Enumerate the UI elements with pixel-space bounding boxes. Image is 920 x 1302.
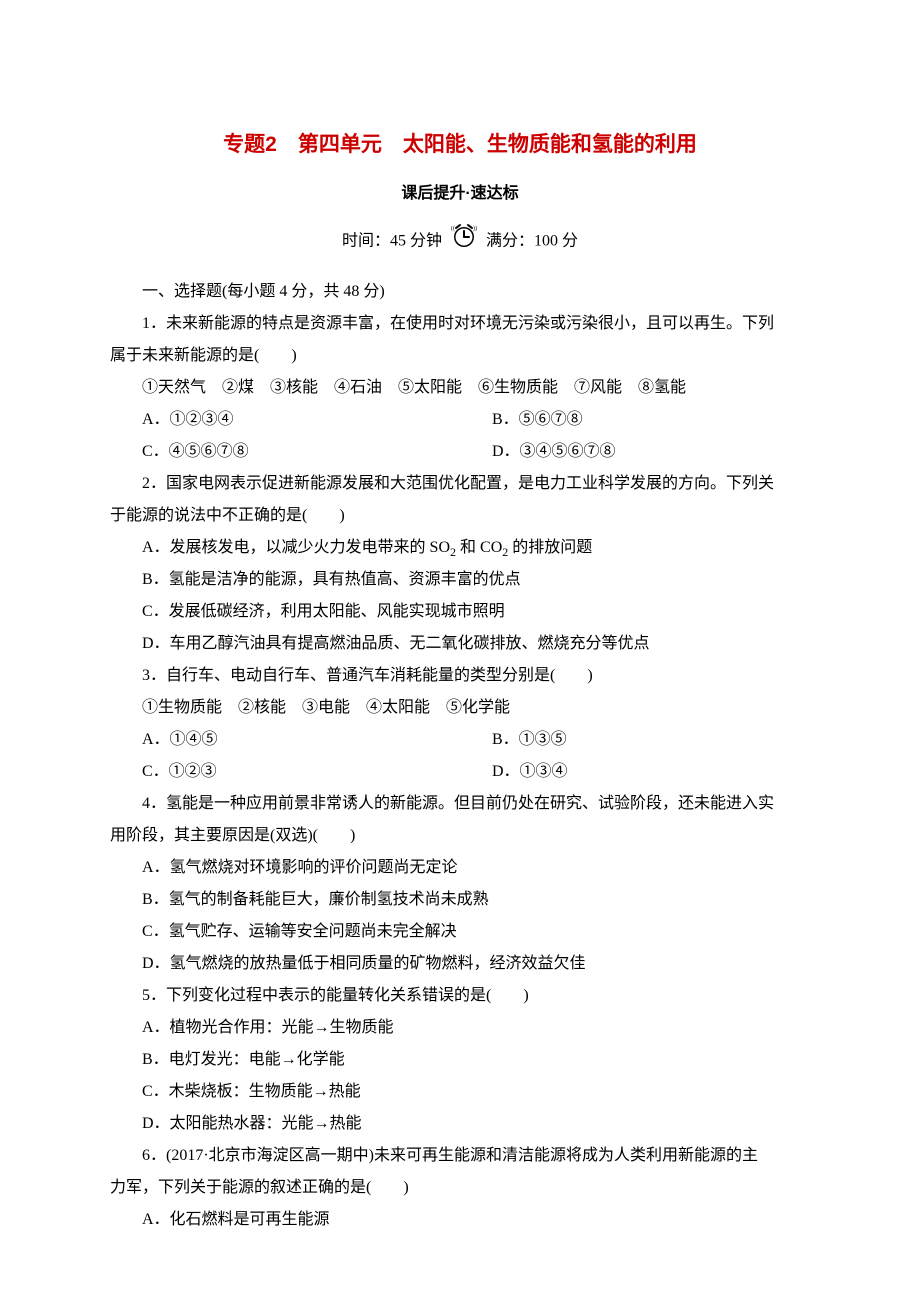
- question-stem: 4．氢能是一种应用前景非常诱人的新能源。但目前仍处在研究、试验阶段，还未能进入实: [110, 788, 810, 820]
- question-stem-continuation: 力军，下列关于能源的叙述正确的是( ): [110, 1172, 810, 1204]
- option-a: A．①②③④: [110, 404, 460, 436]
- question-stem-continuation: 属于未来新能源的是( ): [110, 340, 810, 372]
- question-stem-continuation: 于能源的说法中不正确的是( ): [110, 500, 810, 532]
- question-stem: 5．下列变化过程中表示的能量转化关系错误的是( ): [110, 980, 810, 1012]
- option-a: A．发展核发电，以减少火力发电带来的 SO2 和 CO2 的排放问题: [110, 532, 810, 564]
- options-row: C．④⑤⑥⑦⑧ D．③④⑤⑥⑦⑧: [110, 436, 810, 468]
- option-d: D．车用乙醇汽油具有提高燃油品质、无二氧化碳排放、燃烧充分等优点: [110, 628, 810, 660]
- option-text-pre: A．发展核发电，以减少火力发电带来的 SO: [142, 539, 450, 556]
- option-d: D．①③④: [460, 756, 810, 788]
- option-text-post: 的排放问题: [508, 539, 592, 556]
- option-c: C．①②③: [110, 756, 460, 788]
- option-c: C．发展低碳经济，利用太阳能、风能实现城市照明: [110, 596, 810, 628]
- page-subtitle: 课后提升·速达标: [110, 178, 810, 210]
- option-d: D．太阳能热水器：光能→热能: [110, 1108, 810, 1140]
- option-a: A．①④⑤: [110, 724, 460, 756]
- question-items: ①生物质能 ②核能 ③电能 ④太阳能 ⑤化学能: [110, 692, 810, 724]
- option-c: C．木柴烧板：生物质能→热能: [110, 1076, 810, 1108]
- option-a: A．化石燃料是可再生能源: [110, 1204, 810, 1236]
- option-c: C．氢气贮存、运输等安全问题尚未完全解决: [110, 916, 810, 948]
- option-b: B．氢气的制备耗能巨大，廉价制氢技术尚未成熟: [110, 884, 810, 916]
- document-page: 专题2 第四单元 太阳能、生物质能和氢能的利用 课后提升·速达标 时间：45 分…: [0, 0, 920, 1302]
- option-b: B．电灯发光：电能→化学能: [110, 1044, 810, 1076]
- options-row: A．①④⑤ B．①③⑤: [110, 724, 810, 756]
- option-c: C．④⑤⑥⑦⑧: [110, 436, 460, 468]
- question-stem: 6．(2017·北京市海淀区高一期中)未来可再生能源和清洁能源将成为人类利用新能…: [110, 1140, 810, 1172]
- svg-text:)): )): [473, 225, 477, 232]
- options-row: A．①②③④ B．⑤⑥⑦⑧: [110, 404, 810, 436]
- score-label: 满分：100 分: [486, 233, 578, 250]
- option-d: D．氢气燃烧的放热量低于相同质量的矿物燃料，经济效益欠佳: [110, 948, 810, 980]
- option-b: B．氢能是洁净的能源，具有热值高、资源丰富的优点: [110, 564, 810, 596]
- option-d: D．③④⑤⑥⑦⑧: [460, 436, 810, 468]
- time-score-line: 时间：45 分钟 (( )) 满分：100 分: [110, 222, 810, 262]
- question-stem: 1．未来新能源的特点是资源丰富，在使用时对环境无污染或污染很小，且可以再生。下列: [110, 308, 810, 340]
- time-label: 时间：45 分钟: [342, 233, 442, 250]
- page-title: 专题2 第四单元 太阳能、生物质能和氢能的利用: [110, 124, 810, 166]
- question-stem: 2．国家电网表示促进新能源发展和大范围优化配置，是电力工业科学发展的方向。下列关: [110, 468, 810, 500]
- section-heading: 一、选择题(每小题 4 分，共 48 分): [110, 276, 810, 308]
- question-items: ①天然气 ②煤 ③核能 ④石油 ⑤太阳能 ⑥生物质能 ⑦风能 ⑧氢能: [110, 372, 810, 404]
- clock-icon: (( )): [450, 222, 478, 262]
- options-row: C．①②③ D．①③④: [110, 756, 810, 788]
- option-b: B．①③⑤: [460, 724, 810, 756]
- option-a: A．植物光合作用：光能→生物质能: [110, 1012, 810, 1044]
- question-stem: 3．自行车、电动自行车、普通汽车消耗能量的类型分别是( ): [110, 660, 810, 692]
- question-stem-continuation: 用阶段，其主要原因是(双选)( ): [110, 820, 810, 852]
- svg-text:((: ((: [451, 225, 455, 232]
- option-a: A．氢气燃烧对环境影响的评价问题尚无定论: [110, 852, 810, 884]
- option-text-mid: 和 CO: [456, 539, 502, 556]
- option-b: B．⑤⑥⑦⑧: [460, 404, 810, 436]
